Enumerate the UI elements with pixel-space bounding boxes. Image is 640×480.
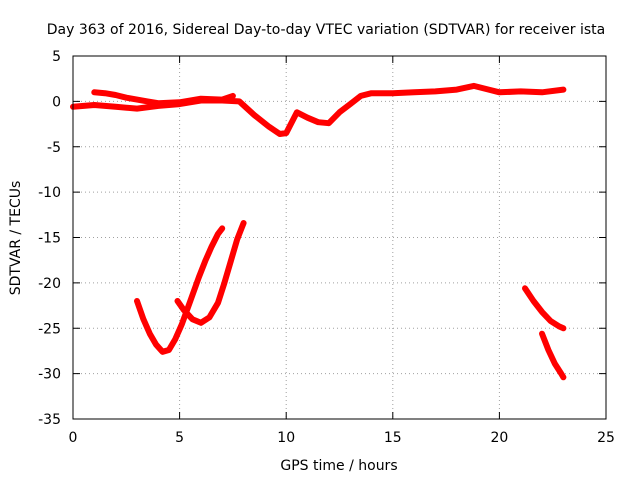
y-tick-label: 0: [52, 94, 61, 110]
x-tick-label: 5: [175, 430, 184, 446]
series-line-segment-c: [522, 285, 567, 332]
y-tick-label: -15: [38, 231, 61, 247]
chart-title: Day 363 of 2016, Sidereal Day-to-day VTE…: [47, 22, 605, 38]
y-tick-label: -35: [38, 412, 61, 428]
y-axis-label: SDTVAR / TECUs: [8, 181, 24, 296]
x-tick-label: 10: [277, 430, 295, 446]
series-line-upper-offset-band: [91, 89, 236, 107]
ticks: [72, 55, 607, 420]
y-tick-label: -30: [38, 367, 61, 383]
series-line-arc-b: [174, 220, 247, 326]
x-tick-label: 20: [490, 430, 508, 446]
y-tick-label: -5: [47, 140, 61, 156]
x-tick-label: 25: [597, 430, 615, 446]
y-tick-label: -10: [38, 185, 61, 201]
tick-labels: 0 5 10 15 20 25 5 0 -5 -10 -15 -20 -25 -30 -35: [38, 49, 615, 446]
grid: [73, 56, 606, 419]
series-line-arc-a: [134, 225, 226, 355]
x-tick-label: 0: [69, 430, 78, 446]
x-axis-label: GPS time / hours: [280, 458, 397, 474]
y-tick-label: 5: [52, 49, 61, 65]
y-tick-label: -25: [38, 321, 61, 337]
x-tick-label: 15: [384, 430, 402, 446]
series-line-segment-d: [539, 330, 567, 381]
y-tick-label: -20: [38, 276, 61, 292]
series-layer: [70, 82, 567, 381]
